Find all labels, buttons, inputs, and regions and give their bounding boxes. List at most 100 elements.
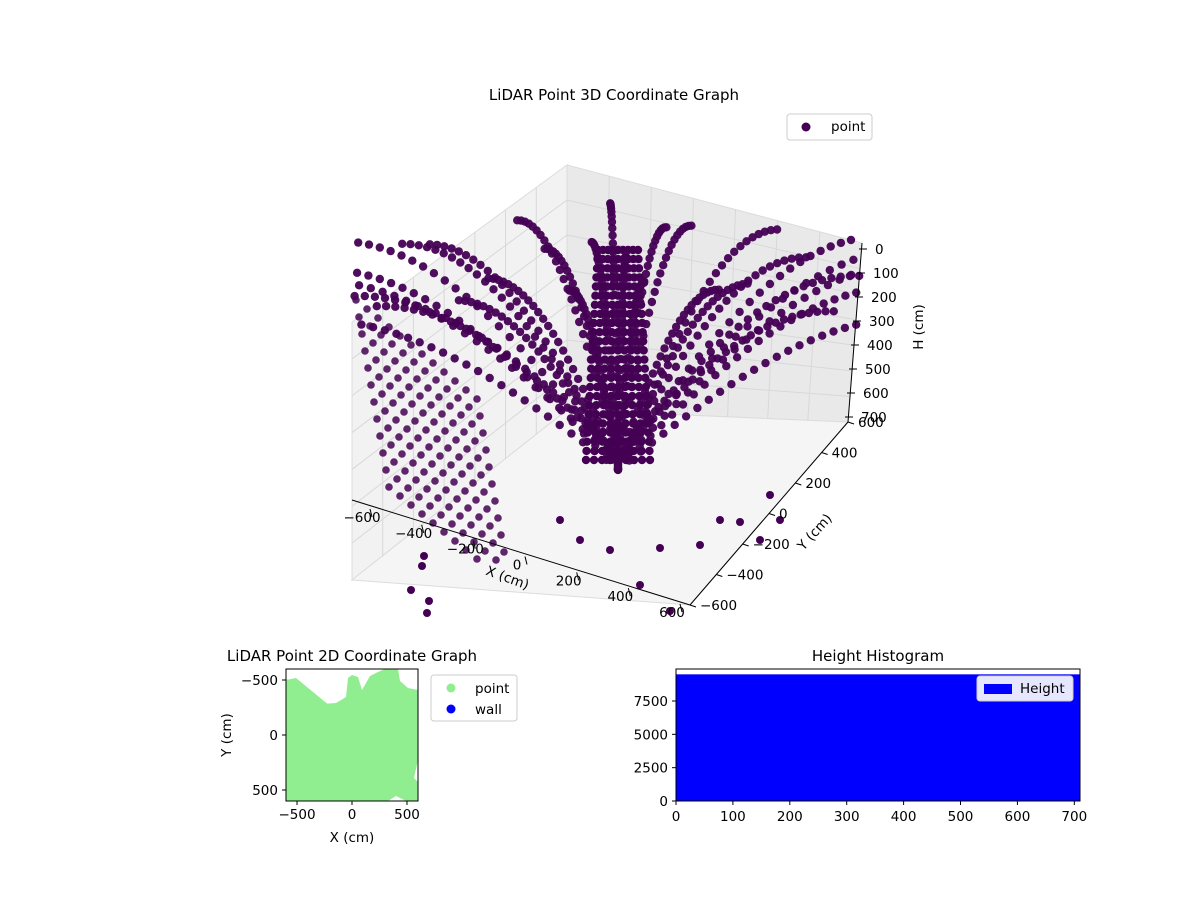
point-3d-marker [497, 531, 505, 539]
point-3d-marker [418, 262, 428, 271]
point-3d-marker [661, 253, 671, 262]
point-3d-marker [473, 555, 481, 563]
point-3d-marker [375, 243, 384, 252]
z-tick-label: 700 [861, 410, 887, 426]
y-tick-label-3d: 200 [805, 476, 831, 492]
point-3d-marker [620, 328, 629, 337]
point-3d-marker [776, 516, 784, 524]
point-3d-marker [474, 331, 483, 341]
point-3d-marker [818, 331, 827, 340]
x-tick-label-3d: 400 [607, 589, 633, 605]
point-3d-marker [534, 347, 543, 356]
point-3d-marker [650, 287, 659, 297]
grid-line [351, 269, 568, 433]
point-3d-marker [634, 373, 643, 382]
point-3d-marker [493, 343, 502, 353]
point-3d-marker [755, 288, 764, 297]
hist-y-tick-label: 2500 [634, 761, 668, 777]
point-3d-marker [444, 444, 452, 452]
point-3d-marker [639, 346, 648, 355]
point-3d-marker [390, 458, 398, 466]
point-3d-marker [409, 289, 418, 298]
point-3d-marker [633, 346, 642, 355]
point-3d-marker [772, 225, 782, 234]
point-3d-marker [497, 312, 506, 321]
point-3d-marker [428, 460, 436, 468]
point-3d-marker [455, 453, 463, 461]
point-3d-marker [633, 355, 642, 364]
point-3d-marker [678, 400, 688, 409]
point-3d-marker [725, 330, 734, 339]
legend-3d-label: point [831, 119, 865, 135]
point-3d-marker [447, 253, 457, 262]
point-3d-marker [600, 355, 610, 364]
point-3d-marker [613, 328, 623, 337]
point-3d-marker [640, 364, 649, 373]
point-3d-marker [367, 381, 375, 389]
point-3d-marker [543, 412, 553, 421]
point-3d-marker [460, 428, 468, 436]
point-3d-marker [634, 264, 644, 273]
point-3d-marker [590, 446, 599, 456]
point-3d-marker [620, 373, 629, 382]
point-3d-marker [643, 410, 652, 419]
point-3d-marker [555, 420, 564, 430]
point-3d-marker [445, 503, 453, 511]
point-3d-marker [654, 402, 663, 412]
point-3d-marker [816, 246, 825, 256]
point-3d-marker [813, 272, 823, 281]
point-3d-marker [440, 368, 448, 376]
point-3d-marker [613, 410, 623, 419]
point-3d-marker [418, 510, 426, 518]
point-3d-marker [422, 426, 430, 434]
point-3d-marker [606, 391, 616, 401]
point-3d-marker [826, 242, 835, 251]
point-3d-marker [695, 377, 704, 386]
z-tick-label: 300 [869, 314, 895, 330]
point-3d-marker [621, 401, 630, 410]
point-3d-marker [800, 293, 809, 302]
point-3d-marker [650, 380, 659, 389]
point-3d-marker [705, 277, 714, 286]
point-3d-marker [483, 266, 492, 276]
point-3d-marker [418, 562, 426, 570]
point-3d-marker [403, 333, 413, 342]
point-3d-marker [643, 419, 653, 428]
point-3d-marker [729, 289, 738, 298]
point-3d-marker [592, 382, 602, 392]
point-3d-marker [731, 332, 740, 341]
point-3d-marker [393, 475, 401, 483]
point-3d-marker [478, 530, 486, 538]
point-3d-marker [620, 346, 629, 355]
point-3d-marker [464, 504, 472, 512]
point-3d-marker [636, 291, 645, 300]
point-3d-marker [786, 264, 795, 273]
point-3d-marker [397, 391, 405, 399]
point-3d-marker [438, 348, 448, 357]
point-3d-marker [598, 428, 607, 437]
point-3d-marker [693, 296, 702, 306]
point-3d-marker [564, 388, 574, 397]
point-3d-marker [773, 259, 782, 268]
point-3d-marker [761, 358, 770, 368]
point-3d-marker [398, 239, 407, 248]
point-3d-marker [715, 304, 724, 313]
point-3d-marker [613, 364, 623, 373]
point-3d-marker [381, 302, 391, 311]
histogram-legend-label: Height [1020, 681, 1065, 697]
point-3d-marker [473, 395, 481, 403]
point-3d-marker [613, 355, 623, 364]
point-3d-marker [608, 224, 617, 233]
point-3d-marker [472, 270, 482, 279]
point-3d-marker [461, 251, 471, 260]
point-3d-marker [379, 449, 387, 457]
point-3d-marker [479, 429, 487, 437]
point-3d-marker [587, 237, 596, 247]
point-3d-marker [392, 416, 400, 424]
point-3d-marker [485, 373, 494, 383]
point-3d-marker [796, 257, 805, 267]
point-3d-marker [620, 355, 629, 364]
point-3d-marker [387, 441, 395, 449]
point-3d-marker [548, 388, 558, 397]
point-3d-marker [734, 322, 743, 331]
